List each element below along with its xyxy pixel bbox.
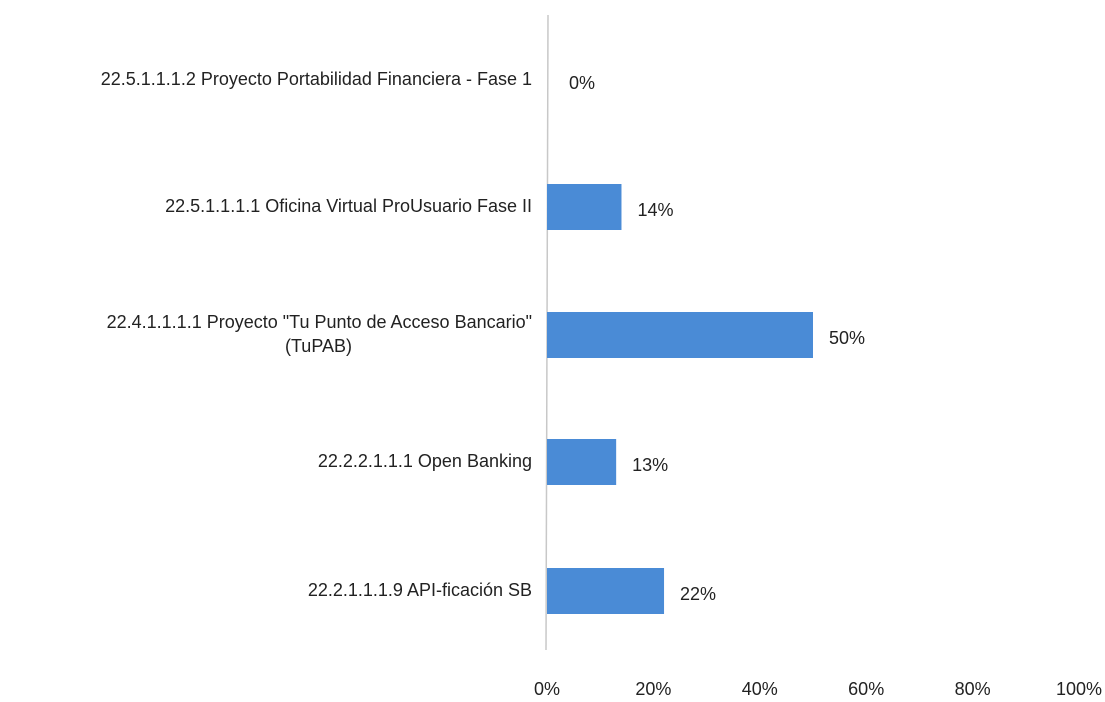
value-label: 14% (637, 200, 673, 220)
category-label: 22.2.1.1.1.9 API-ficación SB (308, 580, 532, 600)
value-label: 0% (569, 73, 595, 93)
category-label: 22.5.1.1.1.1 Oficina Virtual ProUsuario … (165, 196, 532, 216)
x-tick-label: 40% (742, 679, 778, 699)
value-label: 50% (829, 328, 865, 348)
value-label: 13% (632, 455, 668, 475)
bar (547, 568, 665, 614)
category-label: 22.4.1.1.1.1 Proyecto "Tu Punto de Acces… (107, 312, 532, 356)
x-tick-label: 80% (955, 679, 991, 699)
x-tick-label: 20% (635, 679, 671, 699)
bar (547, 184, 622, 230)
category-label: 22.2.2.1.1.1 Open Banking (318, 451, 532, 471)
x-tick-label: 60% (848, 679, 884, 699)
x-tick-label: 0% (534, 679, 560, 699)
bar (547, 439, 617, 485)
value-label: 22% (680, 584, 716, 604)
x-tick-label: 100% (1056, 679, 1102, 699)
bar (547, 312, 813, 358)
category-label: 22.5.1.1.1.2 Proyecto Portabilidad Finan… (101, 69, 532, 89)
